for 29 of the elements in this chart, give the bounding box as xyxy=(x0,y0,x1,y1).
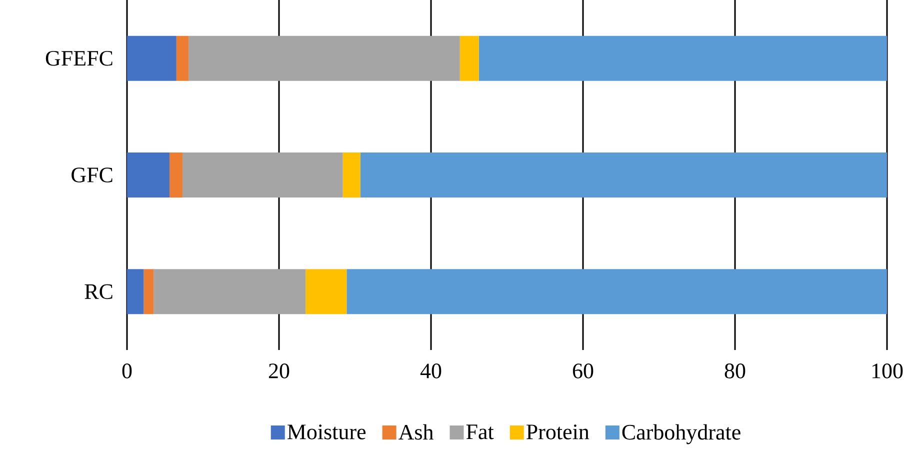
bar xyxy=(478,36,888,81)
bar xyxy=(127,269,144,314)
bar xyxy=(342,152,360,198)
bar xyxy=(182,152,343,198)
bar xyxy=(188,36,460,81)
bar xyxy=(170,152,182,198)
y-tick-label: GFC xyxy=(72,168,112,182)
bar xyxy=(460,36,479,81)
bar xyxy=(154,269,306,314)
legend-label: Fat xyxy=(466,424,494,440)
x-tick-label: 40 xyxy=(420,364,442,378)
x-tick-label: 80 xyxy=(724,364,746,378)
x-tick-label: 20 xyxy=(268,364,290,378)
legend-label: Carbohydrate xyxy=(622,424,740,444)
y-tick-label: RC xyxy=(84,284,112,300)
bar xyxy=(144,269,154,314)
bar xyxy=(127,36,176,81)
bar xyxy=(127,152,170,198)
x-tick-label: 100 xyxy=(872,364,903,378)
bar xyxy=(346,269,888,314)
bar xyxy=(360,152,888,198)
bar xyxy=(176,36,189,81)
bar xyxy=(306,269,347,314)
legend-label: Moisture xyxy=(287,424,366,440)
legend-label: Ash xyxy=(398,424,434,440)
x-tick-label: 0 xyxy=(122,364,132,378)
x-tick-label: 60 xyxy=(572,364,594,378)
legend-label: Protein xyxy=(526,424,590,440)
y-tick-label: GFEFC xyxy=(46,50,112,66)
